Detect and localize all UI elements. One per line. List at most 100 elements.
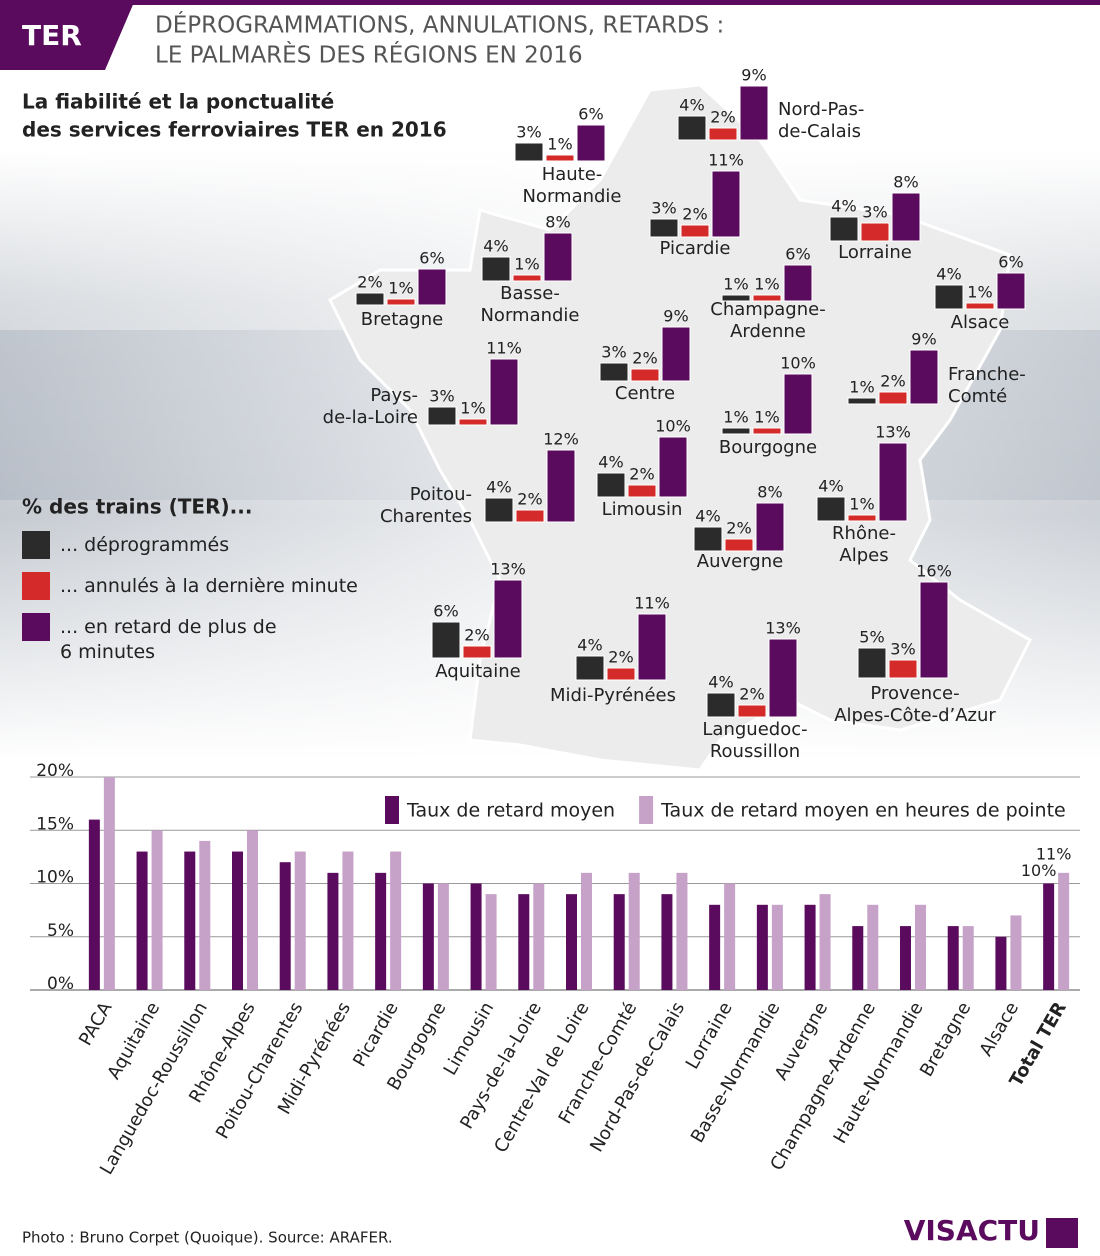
bar xyxy=(724,538,754,552)
bar xyxy=(721,427,751,435)
bar xyxy=(543,232,573,282)
value-label: 3% xyxy=(516,123,541,142)
bar xyxy=(458,418,488,426)
region-label: Normandie xyxy=(480,305,579,326)
bar xyxy=(658,436,688,498)
bar xyxy=(630,368,660,382)
bar xyxy=(900,926,911,990)
bar xyxy=(706,692,736,718)
bar xyxy=(545,154,575,162)
value-label: 16% xyxy=(916,562,952,581)
value-label: 6% xyxy=(785,245,810,264)
bar xyxy=(709,904,721,990)
y-tick-label: 0% xyxy=(47,974,74,994)
value-label: 1% xyxy=(849,378,874,397)
value-label: 4% xyxy=(486,478,511,497)
bar xyxy=(485,894,497,990)
bar xyxy=(804,904,816,990)
x-tick-label: Basse-Normandie xyxy=(687,999,785,1147)
bar xyxy=(576,124,606,162)
value-label: 3% xyxy=(429,387,454,406)
region-label: Nord-Pas- xyxy=(778,99,864,120)
value-label: 2% xyxy=(629,465,654,484)
bar xyxy=(752,294,782,302)
x-tick-label: PACA xyxy=(75,998,117,1049)
bar xyxy=(867,904,879,990)
bar xyxy=(934,284,964,310)
bar xyxy=(878,391,908,405)
value-label: 13% xyxy=(765,619,801,638)
region-label: Bretagne xyxy=(361,309,443,330)
bar xyxy=(649,218,679,238)
value-label: 2% xyxy=(632,349,657,368)
bar xyxy=(512,274,542,282)
bar xyxy=(783,264,813,302)
region-label: Aquitaine xyxy=(435,661,520,682)
map-title: des services ferroviaires TER en 2016 xyxy=(22,118,447,142)
legend-swatch xyxy=(22,531,50,559)
legend-label: ... annulés à la dernière minute xyxy=(60,575,358,597)
x-tick-label: Haute-Normandie xyxy=(830,999,928,1148)
region-label: Alsace xyxy=(951,312,1010,333)
source: Photo : Bruno Corpet (Quoique). Source: … xyxy=(22,1229,393,1247)
bar xyxy=(829,216,859,242)
region-label: Pays- xyxy=(370,385,418,406)
bar xyxy=(390,851,402,990)
value-label: 1% xyxy=(723,275,748,294)
tag: TER xyxy=(22,19,82,52)
value-label: 8% xyxy=(545,213,570,232)
region-label: Normandie xyxy=(522,186,621,207)
value-label: 6% xyxy=(433,602,458,621)
region-label: Ardenne xyxy=(730,321,806,342)
value-label: 2% xyxy=(726,519,751,538)
bar xyxy=(737,704,767,718)
bar xyxy=(1058,872,1070,990)
legend-label: Taux de retard moyen xyxy=(406,800,615,822)
bar xyxy=(417,268,447,306)
bar xyxy=(355,292,385,306)
region-label: Provence- xyxy=(870,683,959,704)
value-label: 1% xyxy=(967,283,992,302)
bar xyxy=(596,472,626,498)
value-label: 10% xyxy=(655,417,691,436)
title: DÉPROGRAMMATIONS, ANNULATIONS, RETARDS : xyxy=(155,11,724,39)
y-tick-label: 5% xyxy=(47,921,74,941)
value-label: 1% xyxy=(460,399,485,418)
bar xyxy=(518,894,530,990)
bar xyxy=(462,645,492,659)
region-label: Rhône- xyxy=(832,523,896,544)
bar xyxy=(294,851,306,990)
bar xyxy=(771,904,783,990)
region-label: Charentes xyxy=(380,506,472,527)
region-label: Roussillon xyxy=(710,741,800,762)
bar xyxy=(1010,915,1022,990)
value-label: 3% xyxy=(862,203,887,222)
bar xyxy=(1043,883,1055,990)
bar xyxy=(533,883,545,990)
region-label: Poitou- xyxy=(410,484,472,505)
value-label: 4% xyxy=(831,197,856,216)
value-label: 13% xyxy=(875,423,911,442)
region-label: Bourgogne xyxy=(719,437,817,458)
legend-label: ... déprogrammés xyxy=(60,534,230,556)
bar xyxy=(484,497,514,523)
bar xyxy=(857,647,887,679)
bar xyxy=(342,851,354,990)
bar xyxy=(677,115,707,141)
value-label: 11% xyxy=(708,151,744,170)
bar xyxy=(909,349,939,405)
value-label: 9% xyxy=(911,330,936,349)
value-label: 2% xyxy=(464,626,489,645)
value-label: 11% xyxy=(486,339,522,358)
region-label: de-la-Loire xyxy=(323,407,418,428)
bar xyxy=(847,397,877,405)
bar xyxy=(493,579,523,659)
value-label: 2% xyxy=(710,108,735,127)
logo-mark xyxy=(1046,1218,1078,1248)
value-label: 6% xyxy=(998,253,1023,272)
bar xyxy=(755,502,785,552)
y-tick-label: 20% xyxy=(36,761,74,781)
bar xyxy=(470,883,482,990)
bar xyxy=(878,442,908,522)
